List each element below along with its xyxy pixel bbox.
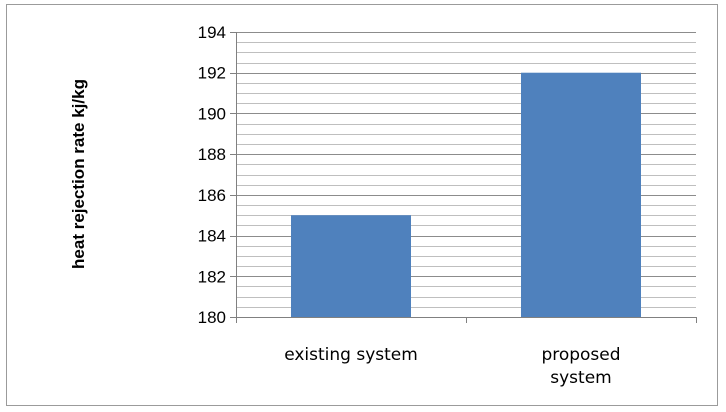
x-category-labels: existing system proposed system — [284, 345, 620, 388]
y-tick-label: 188 — [198, 145, 226, 164]
bar-0 — [291, 215, 411, 317]
y-tick-label: 192 — [198, 64, 226, 83]
y-tick-label: 190 — [198, 104, 226, 123]
y-tick-label: 194 — [198, 23, 226, 42]
bars — [291, 72, 641, 317]
bar-1 — [521, 72, 641, 317]
x-category-label: existing system — [284, 345, 418, 365]
y-tick-labels: 180 182 184 186 188 190 192 194 — [198, 23, 226, 327]
y-tick-label: 182 — [198, 267, 226, 286]
y-tick-label: 184 — [198, 227, 226, 246]
y-tick-label: 186 — [198, 186, 226, 205]
y-axis-title: heat rejection rate kj/kg — [69, 79, 88, 269]
x-category-label: proposed system — [541, 345, 620, 388]
y-tick-label: 180 — [198, 308, 226, 327]
axes — [230, 32, 697, 323]
